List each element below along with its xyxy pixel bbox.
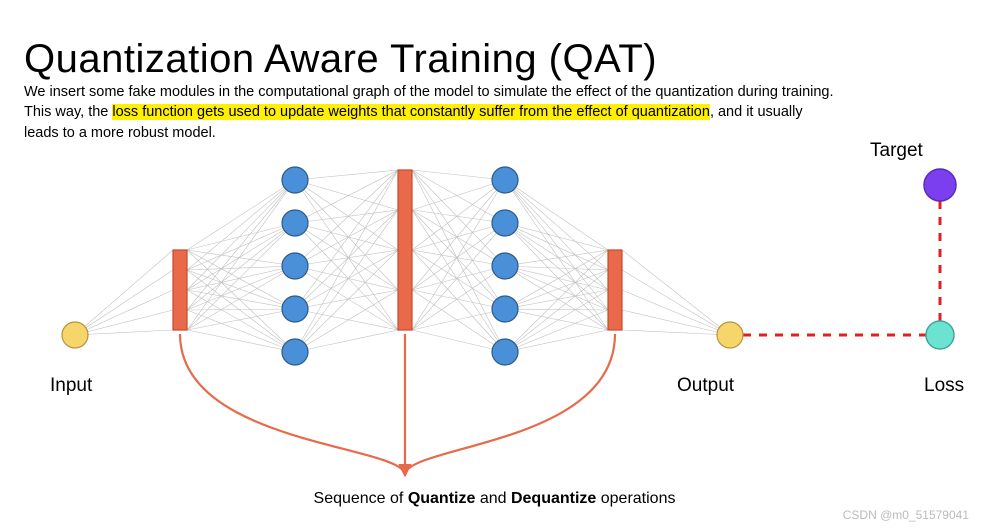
hidden-node-l0-1: [282, 210, 308, 236]
watermark-text: CSDN @m0_51579041: [843, 508, 969, 522]
qat-diagram: [0, 0, 989, 530]
hidden-node-l0-4: [282, 339, 308, 365]
hidden-node-l1-0: [492, 167, 518, 193]
quantize-bar-2: [608, 250, 622, 330]
input-node: [62, 322, 88, 348]
hidden-node-l1-4: [492, 339, 518, 365]
caption-b1: Quantize: [408, 490, 476, 507]
caption-text: Sequence of Quantize and Dequantize oper…: [0, 490, 989, 508]
output-node: [717, 322, 743, 348]
target-node: [924, 169, 956, 201]
quantize-bar-1: [398, 170, 412, 330]
hidden-node-l0-2: [282, 253, 308, 279]
loss-node: [926, 321, 954, 349]
caption-b2: Dequantize: [511, 490, 596, 507]
caption-mid: and: [475, 490, 511, 507]
quantize-bar-0: [173, 250, 187, 330]
hidden-node-l0-0: [282, 167, 308, 193]
caption-post: operations: [596, 490, 675, 507]
hidden-node-l1-3: [492, 296, 518, 322]
hidden-node-l1-2: [492, 253, 518, 279]
hidden-node-l0-3: [282, 296, 308, 322]
hidden-node-l1-1: [492, 210, 518, 236]
caption-pre: Sequence of: [314, 490, 408, 507]
